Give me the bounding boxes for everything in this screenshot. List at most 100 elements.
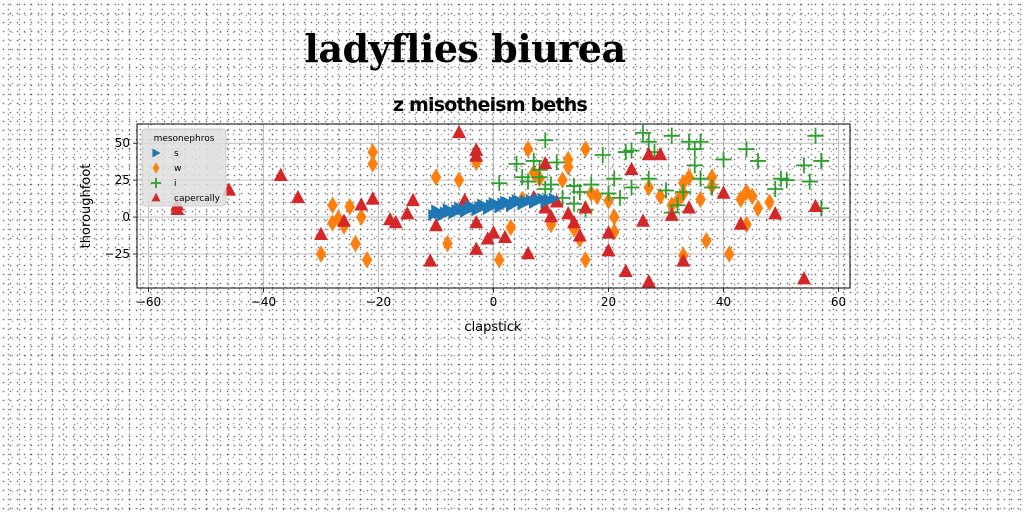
data-point [695,190,706,209]
data-point [669,197,686,214]
y-tick-label: 25 [115,173,130,187]
data-point [482,202,494,215]
data-point [801,173,818,190]
data-point [724,245,735,263]
data-point [388,214,403,229]
data-point [640,170,657,187]
data-point [459,205,471,218]
data-point [367,143,378,161]
data-point [431,204,442,217]
data-point [676,253,691,267]
data-point [778,172,795,189]
data-point [469,214,484,229]
data-point [170,201,185,215]
y-tick-label: −25 [105,247,130,261]
data-point [733,216,748,230]
data-point [517,198,529,211]
data-point [508,155,525,172]
legend-marker [152,162,160,174]
data-point [488,197,500,210]
data-point [542,176,560,193]
data-point [686,157,703,174]
data-point [521,245,535,260]
axis-ticks: −60 −40 −20 0 20 40 60 −25 0 25 50 [105,136,846,309]
data-point [749,152,767,169]
legend-entry: s [152,148,179,159]
data-point [601,243,616,257]
data-point [767,180,784,198]
legend-label: w [174,164,181,174]
data-point [448,207,460,220]
data-point [682,200,696,214]
legend-entry: w [152,162,181,174]
x-tick-label: 20 [601,295,616,309]
legend-label: s [174,149,179,159]
data-point [565,195,583,212]
data-point [356,208,367,226]
data-point [537,132,554,149]
data-point [813,152,830,169]
data-point [807,127,824,144]
data-point [436,209,448,222]
data-point [337,213,351,227]
data-point [664,207,679,221]
data-point [477,198,488,211]
data-point [442,234,453,253]
data-point [657,182,675,199]
data-point [531,169,548,186]
data-point [365,191,380,205]
data-point [314,226,328,241]
data-point [623,142,640,159]
series-w [315,140,775,269]
data-point [795,157,813,174]
data-point [500,195,511,208]
data-point [609,208,620,226]
data-point [716,185,731,199]
data-point [706,168,718,186]
legend-marker [151,192,161,202]
data-point [525,152,542,169]
y-tick-label: 50 [115,136,130,150]
x-tick-label: 40 [716,295,731,309]
data-point [469,241,484,255]
data-point [344,197,355,216]
data-point [701,231,712,250]
data-point [643,178,654,197]
legend: mesonephros swi capercally [141,128,227,207]
data-point [624,161,639,176]
data-point [400,206,415,220]
y-tick-label: 0 [122,210,130,224]
series-i [491,124,830,221]
data-point [540,196,552,209]
legend-box [141,128,227,207]
data-point [738,141,755,158]
data-point [429,217,443,232]
data-point [315,245,327,263]
data-point [580,251,591,269]
data-point [747,187,758,206]
data-point [692,133,709,150]
data-point [611,189,629,206]
data-point [430,168,442,186]
data-point [528,197,540,210]
data-point [591,187,603,206]
x-tick-label: 60 [831,295,846,309]
data-point [494,251,505,269]
data-point [641,146,656,161]
x-tick-label: −60 [136,295,161,309]
data-point [580,140,591,158]
data-point [606,170,623,187]
data-points [170,124,830,288]
data-point [703,179,721,196]
data-point [567,214,581,229]
data-point [361,251,373,269]
data-point [273,167,288,181]
data-point [544,209,558,223]
data-point [498,229,512,244]
legend-label: i [174,179,177,189]
data-point [764,193,775,212]
data-point [465,200,477,212]
data-point [594,146,611,164]
data-point [655,187,666,206]
data-point [519,173,537,190]
